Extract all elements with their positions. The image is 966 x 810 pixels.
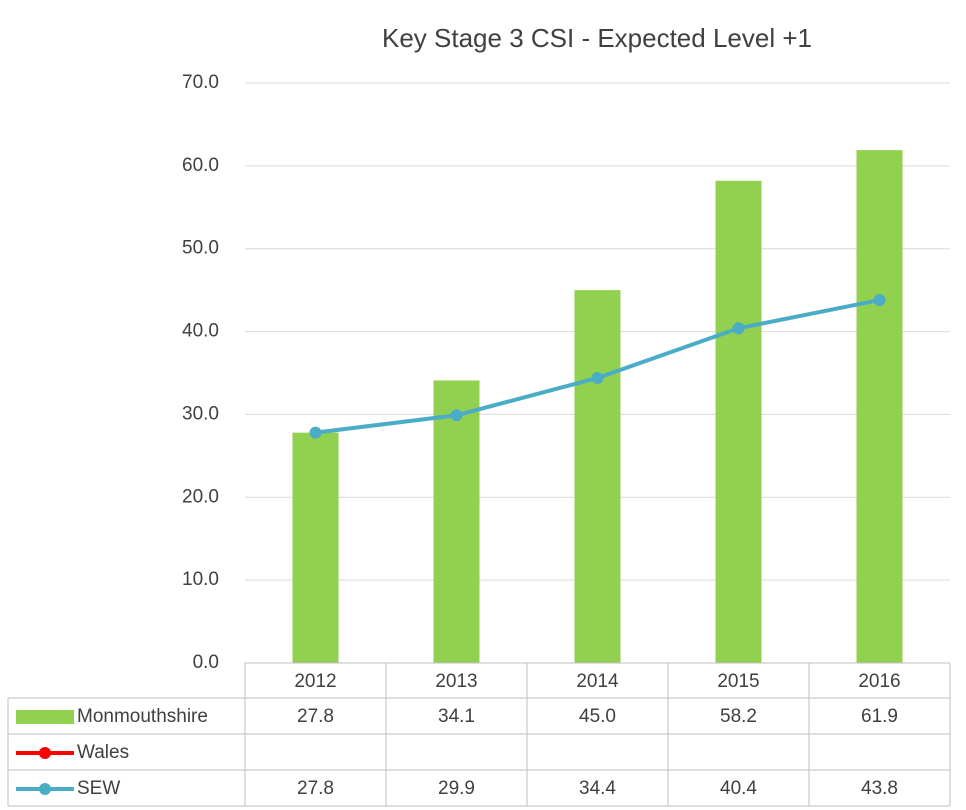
x-tick-label: 2015 [717, 671, 759, 692]
table-value: 40.4 [720, 778, 757, 799]
x-tick-label: 2012 [294, 671, 336, 692]
legend-key [16, 710, 74, 724]
y-tick-label: 70.0 [182, 72, 219, 93]
legend-label: Wales [77, 742, 129, 763]
y-tick-label: 20.0 [182, 486, 219, 507]
marker [591, 371, 604, 384]
marker [309, 426, 322, 439]
y-tick-label: 10.0 [182, 569, 219, 590]
legend-key [39, 747, 51, 759]
marker [732, 322, 745, 335]
marker [873, 294, 886, 307]
table-value: 27.8 [297, 778, 334, 799]
bar [292, 432, 339, 663]
x-tick-label: 2013 [435, 671, 477, 692]
bar [856, 150, 903, 664]
y-tick-label: 0.0 [193, 652, 219, 673]
table-value: 58.2 [720, 706, 757, 727]
legend-label: Monmouthshire [77, 706, 208, 727]
table-value: 61.9 [861, 706, 898, 727]
table-value: 43.8 [861, 778, 898, 799]
table-value: 29.9 [438, 778, 475, 799]
y-tick-label: 40.0 [182, 321, 219, 342]
legend-label: SEW [77, 778, 120, 799]
marker [450, 409, 463, 422]
table-value: 45.0 [579, 706, 616, 727]
table-value: 34.4 [579, 778, 616, 799]
chart-title: Key Stage 3 CSI - Expected Level +1 [382, 23, 812, 53]
bar [715, 180, 762, 663]
table-value: 34.1 [438, 706, 475, 727]
legend-key [39, 783, 51, 795]
x-tick-label: 2014 [576, 671, 619, 692]
y-tick-label: 50.0 [182, 238, 219, 259]
x-tick-label: 2016 [858, 671, 900, 692]
bar [574, 290, 621, 663]
y-tick-label: 60.0 [182, 155, 219, 176]
y-tick-label: 30.0 [182, 403, 219, 424]
bar [433, 380, 480, 663]
table-value: 27.8 [297, 706, 334, 727]
